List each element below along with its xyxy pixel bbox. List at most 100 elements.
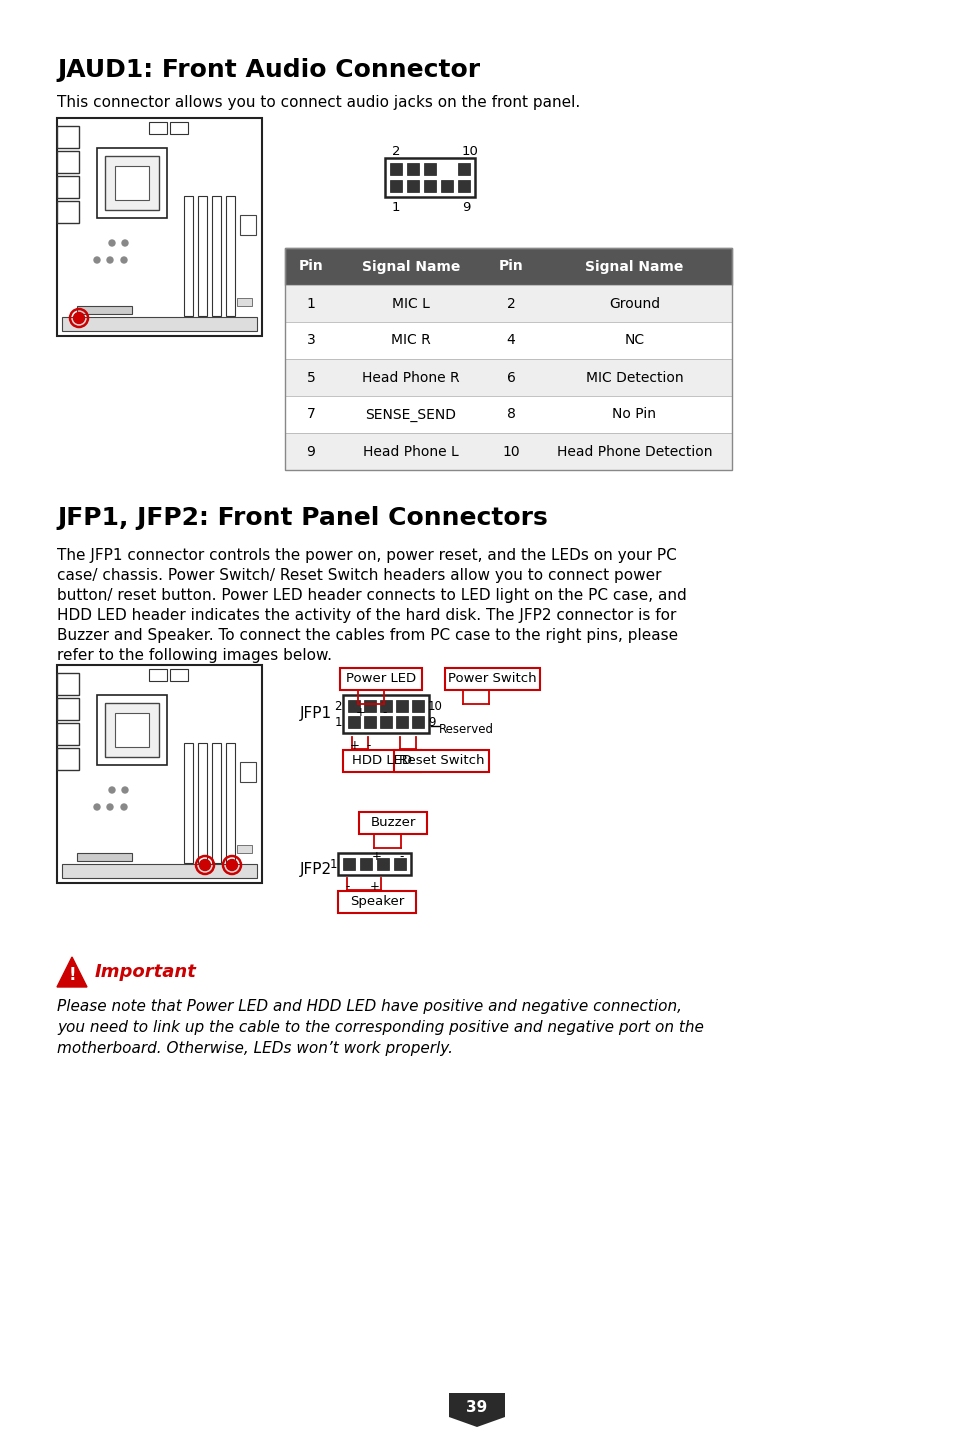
Text: Power Switch: Power Switch: [448, 673, 537, 686]
Text: Speaker: Speaker: [350, 895, 404, 908]
Text: button/ reset button. Power LED header connects to LED light on the PC case, and: button/ reset button. Power LED header c…: [57, 589, 686, 603]
Bar: [57, 176, 79, 198]
Bar: [105, 156, 159, 211]
Circle shape: [109, 241, 115, 246]
Circle shape: [94, 803, 100, 811]
Text: Reserved: Reserved: [438, 723, 494, 736]
Bar: [57, 723, 79, 745]
Bar: [57, 673, 79, 695]
Text: Important: Important: [95, 962, 196, 981]
Bar: [240, 215, 255, 235]
Text: No Pin: No Pin: [612, 408, 656, 421]
Circle shape: [107, 803, 112, 811]
Circle shape: [73, 312, 85, 324]
Bar: [285, 359, 731, 397]
Bar: [484, 432, 537, 470]
Bar: [537, 322, 731, 359]
Bar: [105, 703, 159, 758]
Bar: [343, 695, 429, 733]
Text: Buzzer and Speaker. To connect the cables from PC case to the right pins, please: Buzzer and Speaker. To connect the cable…: [57, 629, 678, 643]
Bar: [77, 306, 132, 314]
Bar: [358, 812, 427, 833]
Text: +: +: [370, 881, 379, 894]
Text: 9: 9: [428, 716, 435, 729]
Bar: [484, 397, 537, 432]
Bar: [149, 122, 167, 135]
Text: NC: NC: [624, 334, 644, 348]
Text: you need to link up the cable to the corresponding positive and negative port on: you need to link up the cable to the cor…: [57, 1020, 703, 1035]
Bar: [336, 285, 484, 322]
Text: This connector allows you to connect audio jacks on the front panel.: This connector allows you to connect aud…: [57, 95, 579, 110]
Bar: [149, 669, 167, 682]
Text: Ground: Ground: [608, 296, 659, 311]
Text: 1: 1: [335, 716, 341, 729]
Bar: [457, 163, 470, 175]
Text: 7: 7: [306, 408, 315, 421]
Bar: [198, 196, 207, 316]
Text: 6: 6: [506, 371, 515, 385]
Bar: [407, 163, 418, 175]
Bar: [184, 743, 193, 863]
Text: The JFP1 connector controls the power on, power reset, and the LEDs on your PC: The JFP1 connector controls the power on…: [57, 548, 676, 563]
Text: 1: 1: [329, 858, 336, 871]
Bar: [336, 397, 484, 432]
Text: -: -: [381, 706, 386, 719]
Bar: [285, 248, 731, 470]
Text: JFP1: JFP1: [299, 706, 332, 720]
Bar: [285, 285, 731, 322]
Text: 10: 10: [501, 444, 519, 458]
Circle shape: [94, 256, 100, 263]
Bar: [336, 322, 484, 359]
Text: -: -: [345, 881, 349, 894]
Text: 2: 2: [506, 296, 515, 311]
Bar: [62, 316, 256, 331]
Bar: [226, 743, 234, 863]
Bar: [423, 163, 436, 175]
Bar: [285, 359, 336, 397]
Bar: [394, 858, 406, 871]
Bar: [484, 285, 537, 322]
Bar: [115, 166, 149, 200]
Bar: [285, 322, 336, 359]
Text: Buzzer: Buzzer: [370, 816, 416, 829]
Bar: [285, 397, 731, 432]
Bar: [537, 432, 731, 470]
Text: 10: 10: [461, 145, 478, 158]
Bar: [57, 200, 79, 223]
Bar: [390, 163, 401, 175]
Text: 4: 4: [506, 334, 515, 348]
Text: 1: 1: [306, 296, 315, 311]
Text: 39: 39: [466, 1400, 487, 1415]
Text: !: !: [68, 967, 75, 984]
Bar: [359, 858, 372, 871]
Text: 2: 2: [392, 145, 400, 158]
Bar: [285, 248, 731, 285]
Text: -: -: [398, 851, 403, 863]
Bar: [336, 359, 484, 397]
Bar: [440, 180, 453, 192]
Bar: [423, 180, 436, 192]
Text: Signal Name: Signal Name: [585, 259, 683, 274]
Bar: [236, 845, 252, 853]
Bar: [395, 700, 408, 712]
Bar: [412, 716, 423, 727]
Bar: [407, 180, 418, 192]
Text: refer to the following images below.: refer to the following images below.: [57, 649, 332, 663]
Text: JFP1, JFP2: Front Panel Connectors: JFP1, JFP2: Front Panel Connectors: [57, 505, 547, 530]
Text: Signal Name: Signal Name: [361, 259, 459, 274]
Bar: [336, 248, 484, 285]
Bar: [285, 248, 336, 285]
Bar: [97, 147, 167, 218]
Text: 8: 8: [506, 408, 515, 421]
Bar: [57, 664, 262, 884]
Bar: [337, 891, 416, 914]
Circle shape: [109, 788, 115, 793]
Bar: [343, 858, 355, 871]
Text: 5: 5: [306, 371, 315, 385]
Text: 9: 9: [306, 444, 315, 458]
Bar: [115, 713, 149, 748]
Text: 9: 9: [461, 200, 470, 213]
Circle shape: [226, 859, 237, 871]
Bar: [285, 432, 731, 470]
Bar: [57, 697, 79, 720]
